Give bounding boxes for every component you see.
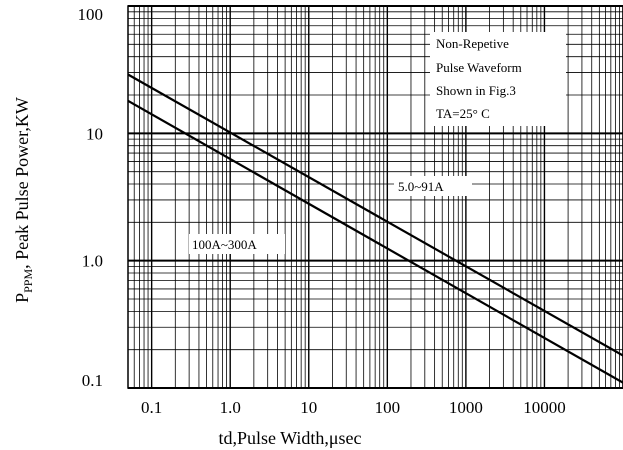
y-tick-label: 10: [86, 124, 103, 143]
x-tick-label: 10: [300, 398, 317, 417]
condition-line-4: TA=25° C: [436, 106, 490, 121]
y-axis-label-subscript: PPM: [21, 269, 35, 293]
y-tick-label: 1.0: [82, 252, 103, 271]
x-tick-label: 100: [375, 398, 401, 417]
y-axis-label-rest: , Peak Pulse Power,KW: [12, 97, 32, 269]
condition-line-2: Pulse Waveform: [436, 60, 522, 75]
condition-line-1: Non-Repetive: [436, 36, 509, 51]
y-tick-label: 0.1: [82, 371, 103, 390]
x-tick-labels: 0.1 1.0 10 100 1000 10000: [141, 398, 566, 417]
series-label-5-91a: 5.0~91A: [398, 179, 444, 194]
x-tick-label: 1000: [449, 398, 483, 417]
y-tick-label: 100: [78, 5, 104, 24]
condition-line-3: Shown in Fig.3: [436, 83, 516, 98]
x-tick-label: 0.1: [141, 398, 162, 417]
y-tick-labels: 0.1 1.0 10 100: [78, 5, 104, 390]
x-axis-label: td,Pulse Width,μsec: [218, 428, 361, 448]
series-label-100-300a: 100A~300A: [192, 237, 257, 252]
y-axis-label: PPPM, Peak Pulse Power,KW: [12, 97, 35, 303]
x-tick-label: 10000: [523, 398, 566, 417]
x-tick-label: 1.0: [220, 398, 241, 417]
y-axis-label-main: P: [12, 293, 32, 303]
